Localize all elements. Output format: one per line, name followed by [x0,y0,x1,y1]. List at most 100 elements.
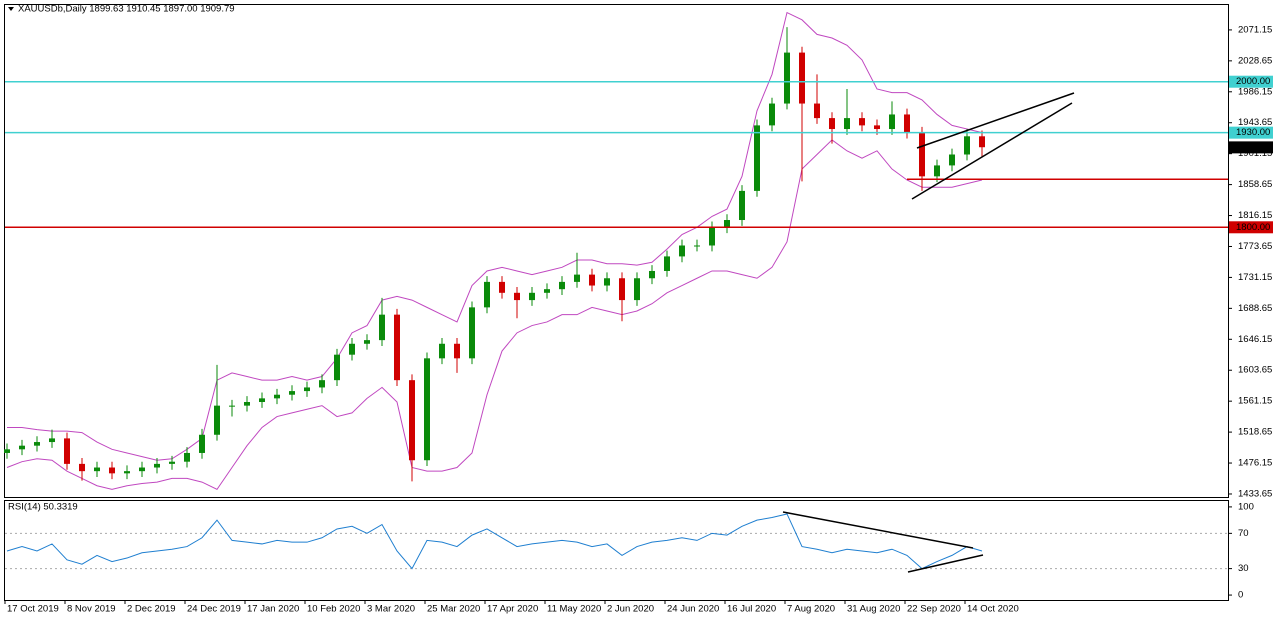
candle-body [544,289,550,293]
candle-body [139,467,145,472]
candle-body [259,398,265,403]
x-tick-label: 25 Mar 2020 [427,604,480,615]
candle-body [364,340,370,344]
candle-body [424,358,430,461]
candle-body [64,438,70,464]
candle-body [34,442,40,446]
x-tick-label: 17 Jan 2020 [247,604,299,615]
candle-body [589,274,595,286]
candle-body [964,136,970,155]
y-tick-label: 1816.15 [1238,210,1272,221]
candle-body [679,245,685,257]
trendlines [782,92,1075,573]
x-tick-label: 17 Oct 2019 [7,604,59,615]
candle-body [814,103,820,119]
candle-body [739,190,745,221]
y-tick-label: 1688.65 [1238,303,1272,314]
candle-body [574,274,580,282]
candle-body [289,391,295,395]
candle-body [874,125,880,130]
candle-body [319,380,325,388]
candle-body [514,292,520,301]
y-tick-label: 70 [1238,528,1249,539]
x-tick-label: 8 Nov 2019 [67,604,116,615]
x-tick-label: 7 Aug 2020 [787,604,835,615]
y-tick-label: 0 [1238,590,1243,601]
symbol-menu[interactable] [8,7,14,11]
x-tick-label: 24 Jun 2020 [667,604,719,615]
level-label-box [1229,126,1273,139]
y-tick-label: 100 [1238,501,1254,512]
candle-body [604,278,610,286]
x-tick-label: 14 Oct 2020 [967,604,1019,615]
bollinger-upper [7,11,983,461]
candle-body [199,434,205,453]
candle-body [304,387,310,392]
candle-body [229,405,235,407]
candle-body [799,52,805,104]
candle-body [439,343,445,359]
y-tick-label: 2071.15 [1238,24,1272,35]
level-label: 1930.00 [1236,127,1270,138]
x-tick-label: 31 Aug 2020 [847,604,900,615]
rsi-frame [4,500,1229,601]
y-tick-label: 1433.65 [1238,488,1272,499]
candle-body [634,278,640,301]
y-tick-label: 1731.15 [1238,272,1272,283]
candle-body [334,354,340,381]
candle-body [274,394,280,399]
candle-body [79,463,85,472]
candle-body [904,114,910,133]
candle-body [409,380,415,461]
rsi-title: RSI(14) 50.3319 [8,502,78,513]
bollinger-lower [6,139,983,490]
y-tick-label: 1476.15 [1238,458,1272,469]
candle-body [694,245,700,247]
trendline [916,92,1075,149]
y-tick-label: 30 [1238,563,1249,574]
y-tick-label: 1943.65 [1238,117,1272,128]
candle-body [859,118,865,126]
y-tick-label: 1773.65 [1238,241,1272,252]
x-tick-label: 10 Feb 2020 [307,604,360,615]
candle-body [124,471,130,474]
candle-body [484,281,490,308]
x-tick-label: 2 Dec 2019 [127,604,176,615]
candle-body [934,165,940,177]
chart-header: XAUUSDb,Daily 1899.63 1910.45 1897.00 19… [18,4,235,15]
level-label-box [1229,75,1273,88]
candle-body [214,405,220,435]
candle-body [349,343,355,355]
y-tick-label: 1986.15 [1238,86,1272,97]
candle-body [844,118,850,130]
x-tick-label: 24 Dec 2019 [187,604,241,615]
x-tick-label: 17 Apr 2020 [487,604,538,615]
rsi-trendline [782,511,974,549]
candle-body [94,467,100,472]
last-price-label: 1909.79 [1236,142,1270,153]
candle-body [559,281,565,290]
y-tick-label: 2028.65 [1238,55,1272,66]
candle-body [499,281,505,293]
candle-body [979,136,985,148]
y-tick-label: 1901.15 [1238,148,1272,159]
x-tick-label: 22 Sep 2020 [907,604,961,615]
y-tick-label: 1561.15 [1238,396,1272,407]
x-tick-label: 16 Jul 2020 [727,604,776,615]
candle-body [4,449,10,453]
candle-body [724,220,730,228]
level-label: 1800.00 [1236,222,1270,233]
candle-body [784,52,790,104]
y-tick-label: 1646.15 [1238,334,1272,345]
candle-body [394,314,400,381]
y-tick-label: 1858.65 [1238,179,1272,190]
candle-body [619,278,625,301]
candle-body [184,452,190,462]
x-tick-label: 11 May 2020 [547,604,601,615]
candle-body [169,461,175,464]
candle-body [109,467,115,474]
candle-body [49,438,55,443]
candle-body [469,307,475,359]
level-label: 2000.00 [1236,76,1270,87]
last-price-box [1229,141,1273,154]
